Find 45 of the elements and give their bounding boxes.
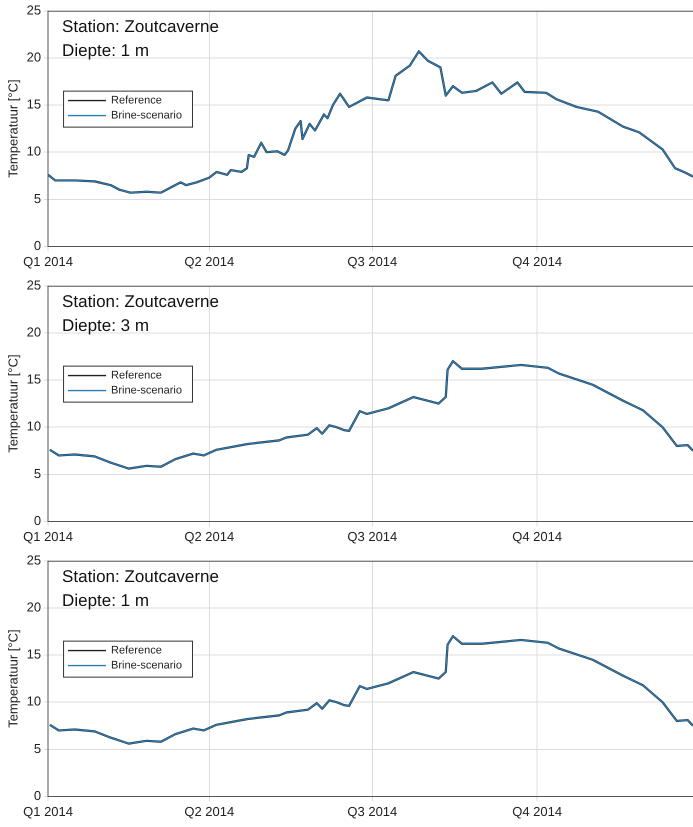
y-axis-title: Temperatuur [°C] [5, 629, 20, 728]
y-tick-label: 20 [26, 50, 42, 64]
annotation: Diepte: 1 m [62, 590, 149, 610]
x-tick-label: Q2 2014 [184, 254, 234, 269]
y-tick-label: 25 [26, 277, 42, 292]
legend-label: Brine-scenario [111, 384, 182, 397]
y-tick-label: 15 [26, 96, 42, 112]
y-axis-title: Temperatuur [°C] [5, 354, 20, 453]
y-tick-label: 15 [26, 372, 42, 387]
y-tick-label: 20 [26, 324, 42, 340]
x-tick-label: Q1 2014 [23, 528, 73, 544]
y-tick-label: 25 [26, 2, 42, 18]
y-tick-label: 0 [34, 238, 42, 253]
y-tick-label: 5 [34, 740, 42, 756]
y-axis-title: Temperatuur [°C] [5, 79, 20, 178]
annotation: Diepte: 3 m [62, 316, 149, 335]
y-tick-label: 20 [26, 600, 42, 614]
x-tick-label: Q4 2014 [512, 804, 562, 819]
legend-label: Brine-scenario [111, 660, 182, 672]
x-tick-label: Q3 2014 [347, 804, 398, 819]
y-tick-label: 0 [34, 788, 42, 803]
y-tick-label: 5 [34, 466, 42, 481]
x-tick-label: Q3 2014 [347, 528, 398, 544]
y-tick-label: 25 [26, 552, 42, 568]
legend-label: Reference [111, 644, 162, 657]
x-tick-label: Q4 2014 [512, 254, 562, 269]
y-tick-label: 5 [34, 190, 42, 206]
annotation: Station: Zoutcaverne [62, 566, 219, 586]
y-tick-label: 10 [26, 144, 42, 159]
x-tick-label: Q3 2014 [347, 254, 398, 269]
x-tick-label: Q1 2014 [23, 804, 73, 819]
legend-label: Reference [111, 94, 162, 107]
legend-label: Brine-scenario [111, 110, 182, 122]
x-tick-label: Q4 2014 [512, 528, 562, 544]
annotation: Diepte: 1 m [62, 40, 149, 60]
annotation: Station: Zoutcaverne [62, 292, 219, 311]
y-tick-label: 0 [34, 512, 42, 528]
y-tick-label: 10 [26, 418, 42, 434]
y-tick-label: 10 [26, 694, 42, 709]
x-tick-label: Q1 2014 [23, 254, 73, 269]
x-tick-label: Q2 2014 [184, 528, 234, 544]
annotation: Station: Zoutcaverne [62, 16, 219, 36]
x-tick-label: Q2 2014 [184, 804, 234, 819]
legend-label: Reference [111, 370, 162, 382]
y-tick-label: 15 [26, 646, 42, 662]
